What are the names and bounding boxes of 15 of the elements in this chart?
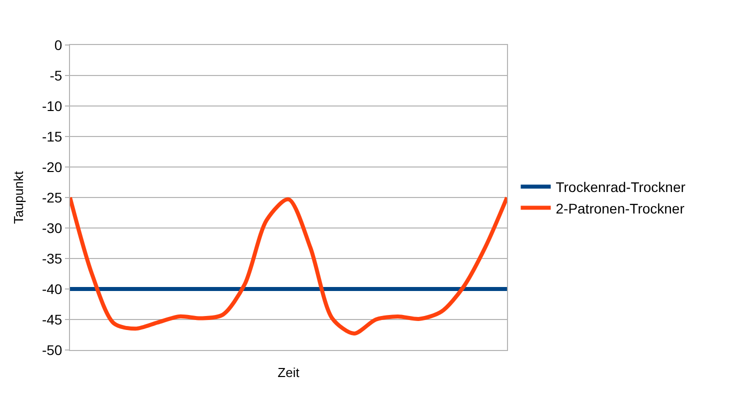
y-tick-label: -10 (42, 98, 62, 114)
x-axis-title: Zeit (278, 365, 300, 380)
y-axis-title: Taupunkt (10, 170, 26, 224)
legend-label: 2-Patronen-Trockner (556, 200, 685, 216)
y-tick-label: -25 (42, 189, 62, 206)
y-tick-label: -35 (42, 250, 62, 266)
y-tick-label: 0 (54, 36, 62, 53)
y-tick-label: -30 (42, 220, 62, 236)
legend-label: Trockenrad-Trockner (556, 179, 686, 196)
y-tick-label: -15 (42, 128, 62, 144)
y-tick-label: -5 (50, 67, 62, 84)
y-tick-label: -40 (42, 280, 62, 297)
y-tick-label: -50 (42, 342, 62, 358)
y-tick-label: -20 (42, 158, 62, 175)
y-tick-label: -45 (42, 311, 62, 328)
